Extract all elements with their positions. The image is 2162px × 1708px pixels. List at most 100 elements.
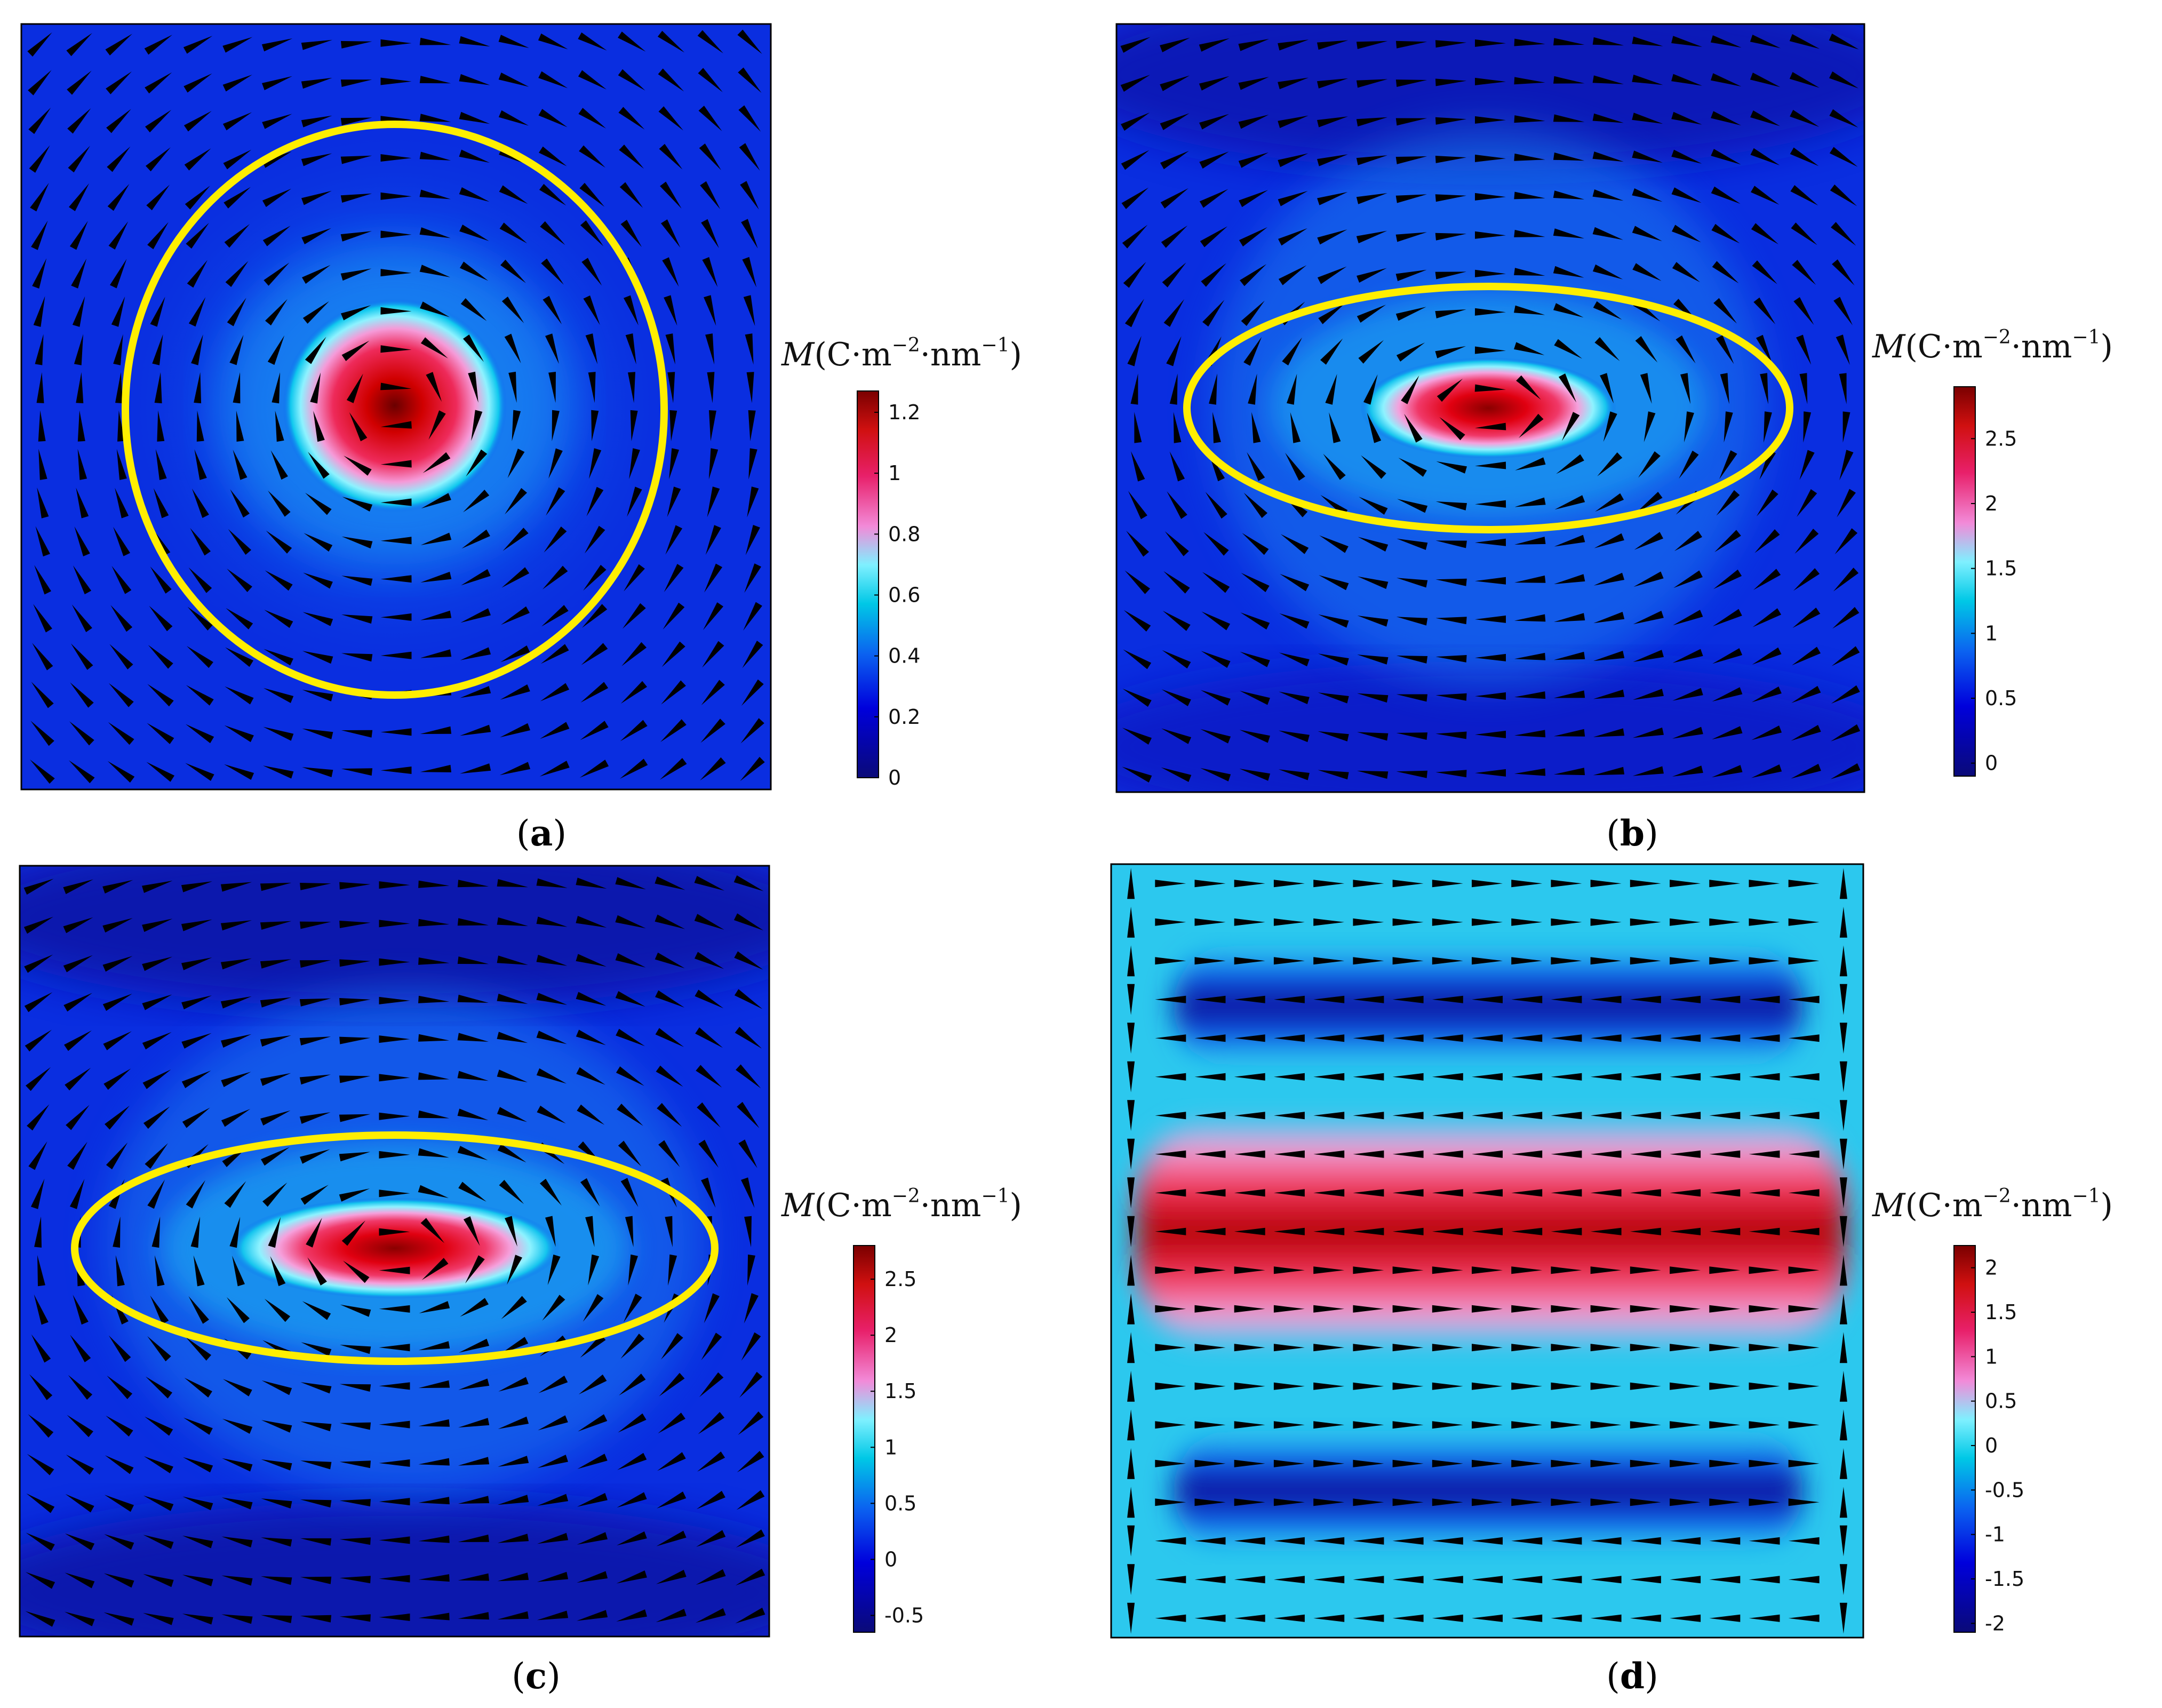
polarization-arrow [221,1072,251,1087]
polarization-arrow [422,452,451,473]
polarization-arrow [699,143,721,170]
polarization-arrow [744,1216,752,1248]
polarization-arrow [1514,342,1545,355]
polarization-arrow [419,151,451,161]
polarization-arrow [1353,918,1384,926]
polarization-arrow [667,486,681,517]
polarization-arrow [379,1613,410,1621]
polarization-arrow [465,1255,485,1284]
polarization-arrow [539,761,570,777]
polarization-arrow [581,643,608,665]
polarization-arrow [1511,880,1543,888]
polarization-arrow [1432,880,1463,888]
polarization-arrow [1279,730,1310,743]
polarization-arrow [1435,501,1467,510]
polarization-arrows-d [1127,868,1847,1634]
polarization-arrow [463,1216,480,1246]
polarization-arrow [1472,1498,1503,1506]
polarization-arrow [261,38,293,52]
field-map-c [20,866,769,1637]
polarization-arrow [542,1295,565,1321]
polarization-arrow [191,334,203,365]
polarization-arrow [1313,957,1345,965]
polarization-arrow [1397,538,1428,550]
polarization-arrow [1432,957,1463,965]
polarization-arrow [736,1064,761,1089]
polarization-arrow [620,720,648,741]
polarization-arrow [418,1110,450,1119]
polarization-arrow [1313,1537,1345,1545]
polarization-arrow [339,959,371,967]
polarization-arrow [1670,918,1701,926]
polarization-arrow [459,1338,490,1353]
colorbar-tick-label: 1 [888,461,901,485]
polarization-arrow [1127,1177,1135,1209]
polarization-arrow [1128,491,1147,520]
polarization-arrow [1839,1448,1847,1479]
polarization-arrow [1475,231,1506,239]
polarization-arrow [1829,71,1859,89]
polarization-arrow [1161,225,1188,248]
polarization-arrow [1829,147,1858,167]
polarization-arrow [694,876,725,891]
polarization-arrow [193,1255,205,1287]
polarization-arrow [1836,334,1850,365]
polarization-arrow [1670,1382,1701,1390]
polarization-arrow [1514,575,1546,583]
polarization-arrow [301,77,332,89]
polarization-arrow [578,32,607,51]
polarization-arrow [105,1105,130,1130]
polarization-arrow [72,296,85,327]
polarization-arrow [220,882,252,892]
polarization-arrow [617,1492,647,1508]
polarization-arrow [379,1305,410,1313]
polarization-arrow [1432,1614,1463,1622]
polarization-arrow [1435,156,1467,163]
polarization-arrow [142,881,173,893]
polarization-arrow [346,373,363,403]
polarization-arrow [1839,906,1847,938]
polarization-arrow [1392,1537,1424,1545]
polarization-arrow [457,994,489,1003]
polarization-arrow [1709,1576,1741,1584]
polarization-arrow [111,565,132,594]
polarization-arrow [1357,693,1389,703]
polarization-arrow [1670,1266,1701,1274]
polarization-arrow [1194,1459,1226,1467]
polarization-arrow [1756,489,1778,516]
polarization-arrow [339,1188,370,1202]
polarization-arrow [738,1139,757,1168]
polarization-arrow [1709,1073,1741,1081]
polarization-arrow [1593,728,1625,737]
polarization-arrow [1788,1034,1820,1042]
polarization-arrow [1752,647,1782,665]
polarization-arrow [1670,1498,1701,1506]
polarization-arrow [1273,1459,1305,1467]
polarization-arrow [703,602,723,630]
polarization-arrow [1516,375,1541,400]
polarization-arrow [1392,1266,1424,1274]
polarization-arrow [1392,1227,1424,1235]
colorbar-ticks-a: 1.210.80.60.40.20 [874,401,920,789]
polarization-arrow [419,265,451,277]
polarization-arrow [1634,532,1663,550]
polarization-arrow [343,1260,370,1283]
polarization-arrow [308,452,330,479]
polarization-arrow [1234,1227,1265,1235]
polarization-arrow [103,1068,131,1090]
polarization-arrow [661,219,681,248]
colorbar-ticks-b: 2.521.510.50 [1971,427,2017,775]
polarization-arrow [1392,1382,1424,1390]
polarization-arrow [1630,1382,1661,1390]
polarization-arrow [1754,529,1780,553]
polarization-arrow [1752,608,1782,627]
polarization-arrow [1791,725,1821,741]
polarization-arrow [1839,1332,1847,1363]
polarization-arrow [221,1108,251,1127]
polarization-arrow [1475,653,1506,661]
polarization-arrow [1201,651,1231,668]
polarization-arrow [1670,1112,1701,1120]
polarization-arrow [1194,1305,1226,1313]
polarization-arrow [1279,652,1310,667]
